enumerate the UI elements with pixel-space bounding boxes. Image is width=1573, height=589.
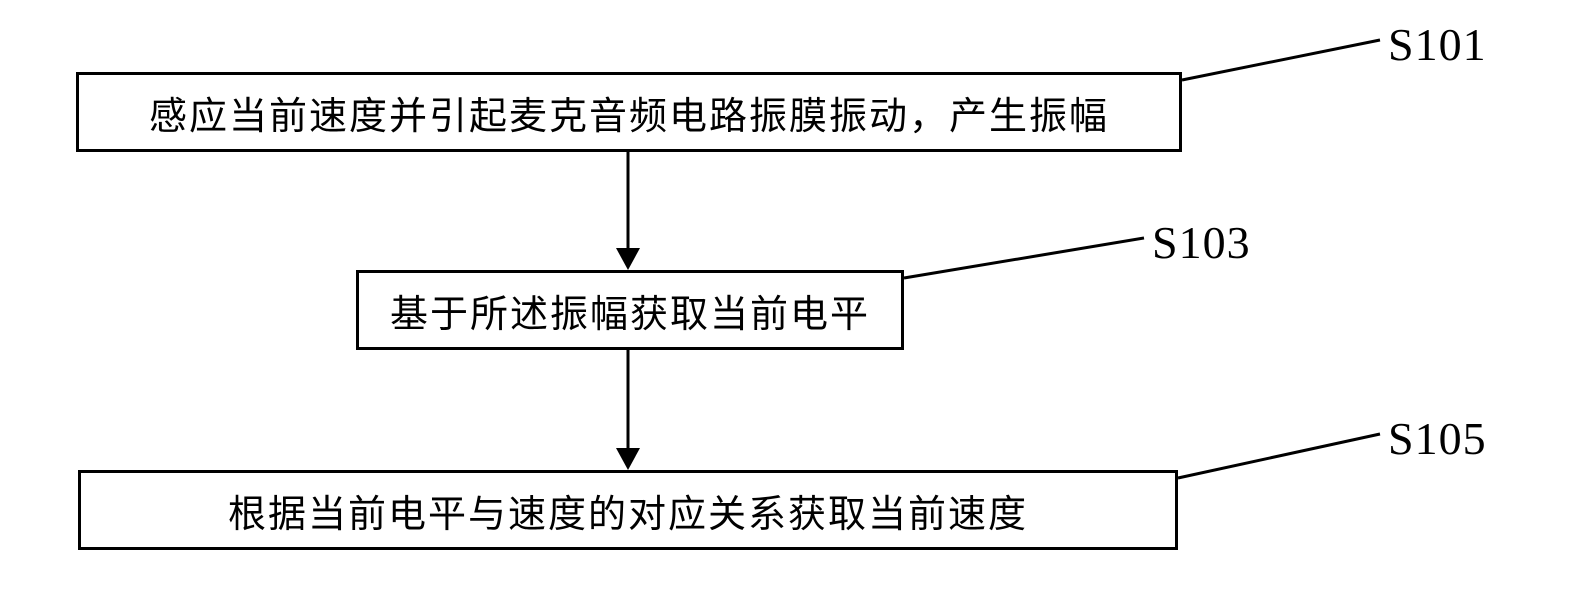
leader-line-s105 <box>0 0 1573 589</box>
